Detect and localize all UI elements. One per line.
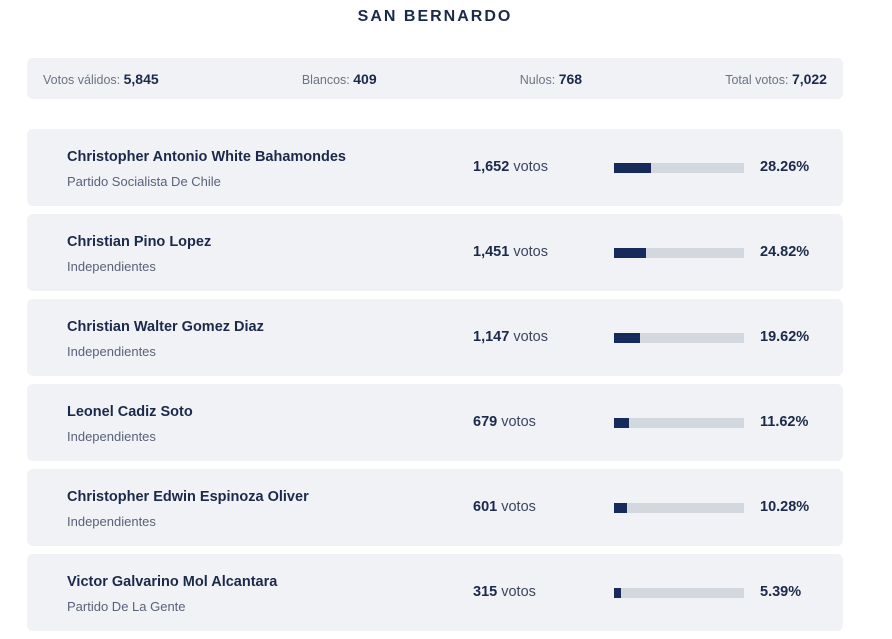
candidate-votes: 315 votos xyxy=(473,584,536,600)
candidate-row: Christopher Antonio White Bahamondes Par… xyxy=(27,129,843,206)
candidate-row: Christian Pino Lopez Independientes 1,45… xyxy=(27,214,843,291)
summary-valid-votes: Votos válidos: 5,845 xyxy=(43,71,159,87)
candidate-votes: 1,652 votos xyxy=(473,159,548,175)
candidate-votes-unit: votos xyxy=(501,499,536,515)
vote-share-bar-fill xyxy=(614,333,640,343)
summary-blank-votes-value: 409 xyxy=(353,70,377,87)
candidate-row: Victor Galvarino Mol Alcantara Partido D… xyxy=(27,554,843,631)
candidate-row: Leonel Cadiz Soto Independientes 679 vot… xyxy=(27,384,843,461)
vote-share-bar xyxy=(614,333,744,343)
candidate-percent: 11.62% xyxy=(760,414,809,430)
candidate-party: Partido Socialista De Chile xyxy=(67,174,221,189)
candidate-percent: 28.26% xyxy=(760,159,810,175)
vote-share-bar xyxy=(614,163,744,173)
candidate-row: Christian Walter Gomez Diaz Independient… xyxy=(27,299,843,376)
page-title: SAN BERNARDO xyxy=(357,8,513,25)
candidate-votes-number: 1,652 xyxy=(473,159,510,175)
vote-share-bar-fill xyxy=(614,418,630,428)
candidate-name: Christopher Edwin Espinoza Oliver xyxy=(67,489,309,505)
candidate-name: Christian Pino Lopez xyxy=(67,234,212,250)
summary-blank-votes-label: Blancos: xyxy=(301,72,350,87)
summary-null-votes: Nulos: 768 xyxy=(520,71,582,87)
candidate-name: Leonel Cadiz Soto xyxy=(67,404,193,420)
summary-valid-votes-label: Votos válidos: xyxy=(43,72,121,87)
vote-summary-bar: Votos válidos: 5,845 Blancos: 409 Nulos:… xyxy=(27,58,843,99)
candidate-party: Partido De La Gente xyxy=(67,599,186,614)
candidate-party: Independientes xyxy=(67,429,156,444)
vote-share-bar xyxy=(614,248,744,258)
candidate-votes: 601 votos xyxy=(473,499,536,515)
summary-valid-votes-value: 5,845 xyxy=(123,70,159,87)
candidate-votes-number: 601 xyxy=(473,499,498,515)
summary-total-votes-label: Total votos: xyxy=(725,72,789,87)
candidate-votes: 1,147 votos xyxy=(473,329,548,345)
candidate-votes-number: 1,451 xyxy=(473,244,510,260)
candidate-votes-number: 679 xyxy=(473,414,498,430)
vote-share-bar-fill xyxy=(614,503,628,513)
vote-share-bar xyxy=(614,503,744,513)
candidate-list: Christopher Antonio White Bahamondes Par… xyxy=(27,129,843,639)
candidate-percent: 24.82% xyxy=(760,244,810,260)
candidate-name: Christian Walter Gomez Diaz xyxy=(67,319,264,335)
vote-share-bar-fill xyxy=(614,248,647,258)
candidate-votes: 679 votos xyxy=(473,414,536,430)
vote-share-bar xyxy=(614,418,744,428)
candidate-party: Independientes xyxy=(67,514,156,529)
candidate-votes: 1,451 votos xyxy=(473,244,548,260)
candidate-party: Independientes xyxy=(67,344,156,359)
candidate-percent: 5.39% xyxy=(760,584,802,600)
summary-total-votes-value: 7,022 xyxy=(791,70,827,87)
summary-null-votes-label: Nulos: xyxy=(519,72,556,87)
candidate-percent: 19.62% xyxy=(760,329,810,345)
candidate-votes-unit: votos xyxy=(501,414,536,430)
candidate-votes-unit: votos xyxy=(513,329,548,345)
summary-blank-votes: Blancos: 409 xyxy=(302,71,377,87)
vote-share-bar-fill xyxy=(614,588,621,598)
candidate-votes-unit: votos xyxy=(513,159,548,175)
candidate-votes-number: 315 xyxy=(473,584,498,600)
vote-share-bar xyxy=(614,588,744,598)
candidate-name: Victor Galvarino Mol Alcantara xyxy=(67,574,278,590)
vote-share-bar-fill xyxy=(614,163,651,173)
candidate-name: Christopher Antonio White Bahamondes xyxy=(67,149,346,165)
candidate-votes-unit: votos xyxy=(513,244,548,260)
candidate-party: Independientes xyxy=(67,259,156,274)
candidate-row: Christopher Edwin Espinoza Oliver Indepe… xyxy=(27,469,843,546)
summary-null-votes-value: 768 xyxy=(558,70,583,87)
candidate-votes-number: 1,147 xyxy=(473,329,510,345)
summary-total-votes: Total votos: 7,022 xyxy=(725,71,827,87)
candidate-percent: 10.28% xyxy=(760,499,810,515)
candidate-votes-unit: votos xyxy=(501,584,536,600)
